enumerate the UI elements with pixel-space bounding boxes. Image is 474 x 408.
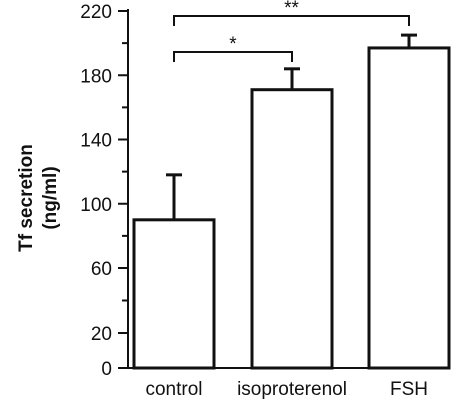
bars — [132, 46, 451, 370]
bar-control — [132, 218, 216, 370]
y-axis-title-line2: (ng/ml) — [40, 166, 61, 229]
x-category-label: isoproterenol — [237, 379, 347, 400]
x-category-label: FSH — [390, 379, 428, 400]
y-axis-title: Tf secretion (ng/ml) — [16, 144, 61, 252]
bar-FSH — [367, 46, 451, 370]
x-categories: control isoproterenol FSH — [145, 379, 428, 400]
significance-bracket — [173, 15, 410, 26]
bar-isoproterenol — [250, 88, 334, 370]
y-tick-label-100: 100 — [80, 195, 112, 216]
error-bars — [166, 33, 417, 220]
y-axis-title-group: Tf secretion (ng/ml) — [16, 144, 61, 252]
x-category-label: control — [145, 379, 202, 400]
y-tick-label-180: 180 — [80, 66, 112, 87]
significance-label: ** — [284, 0, 299, 19]
y-ticks: 0 20 60 100 140 180 220 — [80, 2, 128, 380]
y-axis-title-line1: Tf secretion — [16, 144, 37, 252]
significance-brackets: *** — [173, 0, 410, 62]
significance-bracket — [173, 51, 293, 62]
y-tick-label-0: 0 — [101, 359, 112, 380]
y-tick-label-220: 220 — [80, 2, 112, 23]
significance-label: * — [229, 34, 237, 55]
y-tick-label-20: 20 — [91, 324, 112, 345]
y-tick-label-60: 60 — [91, 259, 112, 280]
y-tick-label-140: 140 — [80, 131, 112, 152]
